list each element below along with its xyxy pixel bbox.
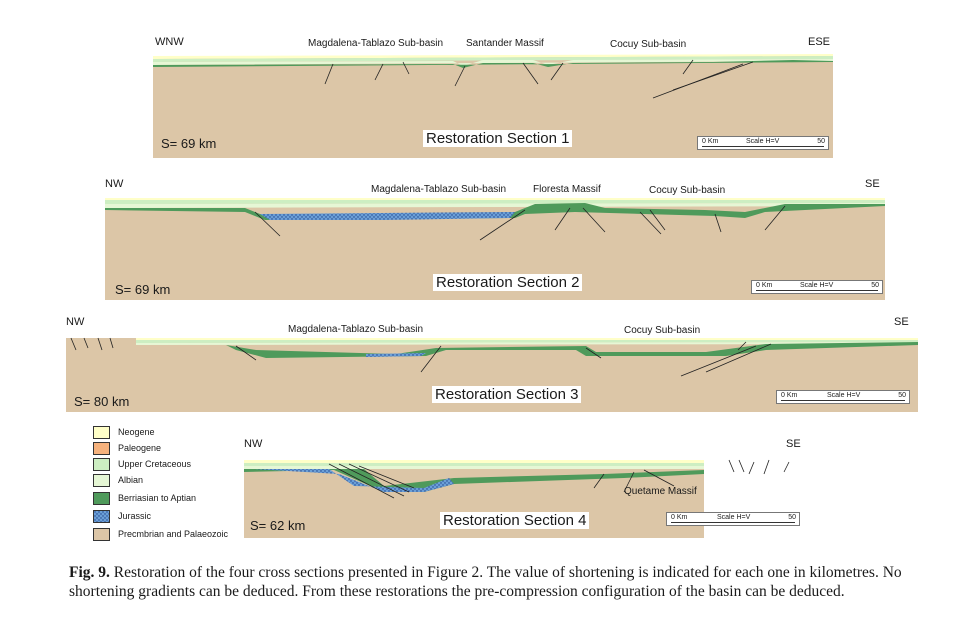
legend-label-jurassic: Jurassic — [118, 511, 152, 521]
section-4-scale-bar: 0 Km Scale H=V 50 — [666, 512, 800, 526]
restoration-section-1: WNW ESE Magdalena-Tablazo Sub-basin Sant… — [153, 36, 833, 158]
restoration-section-3: NW SE Magdalena-Tablazo Sub-basin Cocuy … — [66, 316, 918, 412]
legend-swatch-albian — [93, 474, 110, 487]
section-4-label-quetame: Quetame Massif — [624, 486, 697, 497]
section-2-label-floresta: Floresta Massif — [533, 184, 601, 195]
section-4-shortening: S= 62 km — [250, 518, 306, 533]
section-2-scale-bar: 0 Km Scale H=V 50 — [751, 280, 883, 294]
section-1-label-magdalena: Magdalena-Tablazo Sub-basin — [308, 38, 444, 49]
section-1-scale-max: 50 — [817, 138, 825, 145]
section-1-scale-label: Scale H=V — [746, 138, 780, 145]
section-3-scale-label: Scale H=V — [827, 392, 861, 399]
caption-prefix: Fig. 9. — [69, 564, 110, 581]
legend-label-upper-cretaceous: Upper Cretaceous — [118, 459, 192, 469]
restoration-section-4: NW SE Quetame Massif S= 62 km Restoratio… — [244, 438, 806, 538]
section-1-title: Restoration Section 1 — [423, 130, 573, 147]
section-2-scale-label: Scale H=V — [800, 282, 834, 289]
legend-swatch-jurassic — [93, 510, 110, 523]
section-1-scale-bar: 0 Km Scale H=V 50 — [697, 136, 829, 150]
caption-text: Restoration of the four cross sections p… — [69, 564, 902, 600]
section-2-title: Restoration Section 2 — [433, 274, 583, 291]
legend-swatch-upper-cretaceous — [93, 458, 110, 471]
figure-caption: Fig. 9. Restoration of the four cross se… — [69, 563, 929, 601]
legend-swatch-basement — [93, 528, 110, 541]
section-2-shortening: S= 69 km — [115, 282, 171, 297]
legend-label-albian: Albian — [118, 475, 144, 485]
section-4-scale-label: Scale H=V — [717, 514, 751, 521]
legend-label-basement: Precmbrian and Palaeozoic — [118, 529, 229, 539]
section-2-label-magdalena: Magdalena-Tablazo Sub-basin — [371, 184, 507, 195]
section-1-shortening: S= 69 km — [161, 136, 217, 151]
section-2-left-direction: NW — [105, 178, 124, 190]
section-1-scale-zero: 0 Km — [702, 138, 719, 145]
section-4-scale-max: 50 — [788, 514, 796, 521]
section-4-right-direction: SE — [786, 438, 801, 450]
section-2-label-cocuy: Cocuy Sub-basin — [649, 185, 726, 196]
section-3-scale-bar: 0 Km Scale H=V 50 — [776, 390, 910, 404]
restoration-section-2: NW SE Magdalena-Tablazo Sub-basin Flores… — [105, 178, 885, 302]
section-3-label-cocuy: Cocuy Sub-basin — [624, 325, 701, 336]
section-4-title: Restoration Section 4 — [440, 512, 590, 529]
section-1-label-santander: Santander Massif — [466, 38, 544, 49]
section-3-shortening: S= 80 km — [74, 394, 130, 409]
section-4-scale-zero: 0 Km — [671, 514, 688, 521]
section-3-scale-max: 50 — [898, 392, 906, 399]
section-1-left-direction: WNW — [155, 36, 184, 48]
legend-swatch-neogene — [93, 426, 110, 439]
section-2-right-direction: SE — [865, 178, 880, 190]
legend-swatch-paleogene — [93, 442, 110, 455]
section-1-label-cocuy: Cocuy Sub-basin — [610, 39, 687, 50]
section-2-scale-zero: 0 Km — [756, 282, 773, 289]
legend-label-berriasian-aptian: Berriasian to Aptian — [118, 493, 197, 503]
legend-label-paleogene: Paleogene — [118, 443, 162, 453]
section-3-scale-zero: 0 Km — [781, 392, 798, 399]
legend-label-neogene: Neogene — [118, 427, 155, 437]
section-1-right-direction: ESE — [808, 36, 831, 48]
section-3-title: Restoration Section 3 — [432, 386, 582, 403]
section-4-left-direction: NW — [244, 438, 263, 450]
section-3-label-magdalena: Magdalena-Tablazo Sub-basin — [288, 324, 424, 335]
section-3-right-direction: SE — [894, 316, 909, 328]
section-2-scale-max: 50 — [871, 282, 879, 289]
legend-swatch-berriasian-aptian — [93, 492, 110, 505]
section-3-left-direction: NW — [66, 316, 85, 328]
